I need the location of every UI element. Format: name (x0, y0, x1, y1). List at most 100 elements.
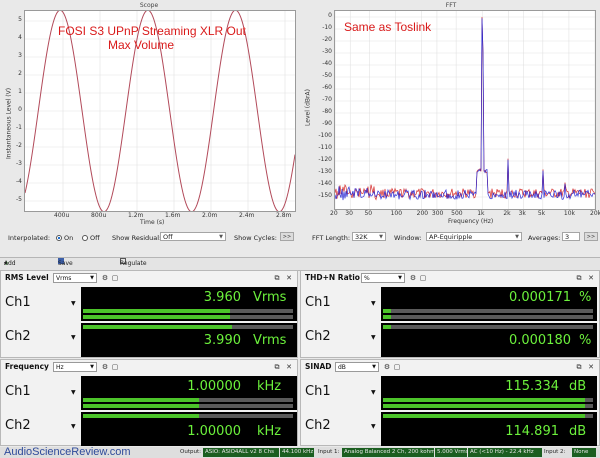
sinad-meter: SINAD dB ▼ ⚙ ▢ ⧉ ✕ Ch1 ▼ 115.334 dB Ch2 ▼… (300, 359, 600, 446)
scope-waveform (24, 9, 296, 213)
scope-ytick-label: -5 (16, 196, 22, 203)
ch1-level-bar-2 (83, 315, 230, 319)
popout-icon[interactable]: ⧉ (274, 274, 280, 282)
frequency-meter: Frequency Hz ▼ ⚙ ▢ ⧉ ✕ Ch1 ▼ 1.00000 kHz … (0, 359, 298, 446)
show-cycles-label: Show Cycles: (234, 234, 277, 242)
ac-filter-badge[interactable]: AC (<10 Hz) - 22.4 kHz (468, 448, 542, 457)
fft-ytick-label: -150 (318, 192, 332, 199)
ch1-value: 115.334 (505, 379, 559, 394)
fft-length-label: FFT Length: (312, 234, 351, 242)
ch2-display: 3.990 Vrms (81, 323, 297, 357)
ch1-dropdown-icon[interactable]: ▼ (371, 300, 376, 307)
level-badge[interactable]: 5.000 Vrms (435, 448, 469, 457)
ch1-level-bar (83, 309, 230, 313)
fft-xtick-label: 20 (330, 210, 338, 217)
fft-plot[interactable] (334, 10, 596, 210)
popout-icon[interactable]: ⧉ (576, 274, 582, 282)
expand-icon[interactable]: ▢ (393, 363, 401, 371)
close-icon[interactable]: ✕ (286, 363, 292, 371)
fft-ch2-trace (334, 18, 596, 201)
fft-ytick-label: -130 (318, 168, 332, 175)
gear-icon[interactable]: ⚙ (101, 274, 109, 282)
meter-title: SINAD (305, 362, 332, 371)
ch1-level-bar (83, 398, 199, 402)
scope-more-button[interactable]: >> (280, 232, 294, 241)
close-icon[interactable]: ✕ (588, 363, 594, 371)
fft-length-select[interactable]: 32K ▼ (352, 232, 386, 241)
watermark-text: AudioScienceReview.com (4, 446, 131, 458)
fft-xtick-label: 2k (503, 210, 511, 217)
chevron-down-icon: ▾ (4, 260, 8, 267)
fft-ylabel: Level (dBrA) (304, 89, 312, 126)
chevron-down-icon: ▼ (515, 234, 519, 240)
fft-xtick-label: 20k (590, 210, 600, 217)
fft-more-button[interactable]: >> (584, 232, 598, 241)
ch1-dropdown-icon[interactable]: ▼ (71, 300, 76, 307)
averages-input[interactable]: 3 (562, 232, 580, 241)
fft-xtick-label: 200 (416, 210, 429, 217)
scope-plot[interactable] (24, 9, 296, 213)
ch1-label: Ch1 (305, 295, 331, 310)
fft-xtick-label: 30 (345, 210, 353, 217)
fft-panel: FFT Level (dBrA) Frequency (Hz) Same as … (302, 0, 600, 256)
fft-xtick-label: 10k (563, 210, 576, 217)
fft-ytick-label: -120 (318, 156, 332, 163)
window-select[interactable]: AP-Equiripple ▼ (426, 232, 522, 241)
sinad-unit-select[interactable]: dB ▼ (335, 362, 379, 372)
ch2-label: Ch2 (305, 329, 331, 344)
input1-badge[interactable]: Analog Balanced 2 Ch, 200 kohm (342, 448, 436, 457)
scope-xtick-label: 2.0m (202, 212, 218, 219)
sample-rate-badge[interactable]: 44.100 kHz (280, 448, 314, 457)
expand-icon[interactable]: ▢ (111, 363, 119, 371)
scope-ytick-label: -4 (16, 178, 22, 185)
scope-xtick-label: 1.6m (165, 212, 181, 219)
scope-ytick-label: 5 (18, 16, 22, 23)
popout-icon[interactable]: ⧉ (274, 363, 280, 371)
averages-value: 3 (565, 233, 570, 241)
ch2-unit: kHz (257, 424, 282, 439)
gear-icon[interactable]: ⚙ (101, 363, 109, 371)
ch1-label: Ch1 (5, 295, 31, 310)
fft-title: FFT (445, 2, 457, 9)
ch2-display: 114.891 dB (381, 412, 597, 446)
gear-icon[interactable]: ⚙ (383, 363, 391, 371)
regulate-icon (120, 258, 126, 264)
ch2-value: 1.00000 (187, 424, 241, 439)
ch1-display: 3.960 Vrms (81, 287, 297, 321)
ch2-dropdown-icon[interactable]: ▼ (371, 334, 376, 341)
gear-icon[interactable]: ⚙ (409, 274, 417, 282)
ch2-bar-track (383, 325, 593, 329)
ch1-dropdown-icon[interactable]: ▼ (71, 389, 76, 396)
close-icon[interactable]: ✕ (286, 274, 292, 282)
thdn-unit-select[interactable]: % ▼ (361, 273, 405, 283)
ch1-dropdown-icon[interactable]: ▼ (371, 389, 376, 396)
scope-ytick-label: -1 (16, 124, 22, 131)
close-icon[interactable]: ✕ (588, 274, 594, 282)
fft-ch1-trace (334, 16, 596, 201)
radio-unselected-icon (82, 235, 88, 241)
interpolated-on-radio[interactable]: On (56, 234, 73, 242)
output-label: Output: (180, 449, 201, 455)
chevron-down-icon: ▼ (372, 364, 376, 370)
rms-unit-select[interactable]: Vrms ▼ (53, 273, 97, 283)
ch2-dropdown-icon[interactable]: ▼ (71, 423, 76, 430)
ch2-dropdown-icon[interactable]: ▼ (371, 423, 376, 430)
popout-icon[interactable]: ⧉ (576, 363, 582, 371)
expand-icon[interactable]: ▢ (111, 274, 119, 282)
rms-unit-value: Vrms (56, 275, 72, 282)
ch2-value: 3.990 (203, 333, 241, 348)
input2-badge[interactable]: None (572, 448, 596, 457)
freq-unit-select[interactable]: Hz ▼ (53, 362, 97, 372)
show-residual-select[interactable]: Off ▼ (160, 232, 226, 241)
output-device-badge[interactable]: ASIO: ASIO4ALL v2 8 Chs (203, 448, 279, 457)
ch2-dropdown-icon[interactable]: ▼ (71, 334, 76, 341)
scope-xtick-label: 1.2m (128, 212, 144, 219)
scope-xlabel: Time (s) (140, 219, 165, 226)
interpolated-off-radio[interactable]: Off (82, 234, 100, 242)
meter-title: THD+N Ratio (305, 273, 360, 282)
ch1-value: 0.000171 (508, 290, 571, 305)
scope-ytick-label: 3 (18, 52, 22, 59)
ch1-value: 3.960 (203, 290, 241, 305)
scope-title: Scope (139, 2, 159, 9)
expand-icon[interactable]: ▢ (419, 274, 427, 282)
